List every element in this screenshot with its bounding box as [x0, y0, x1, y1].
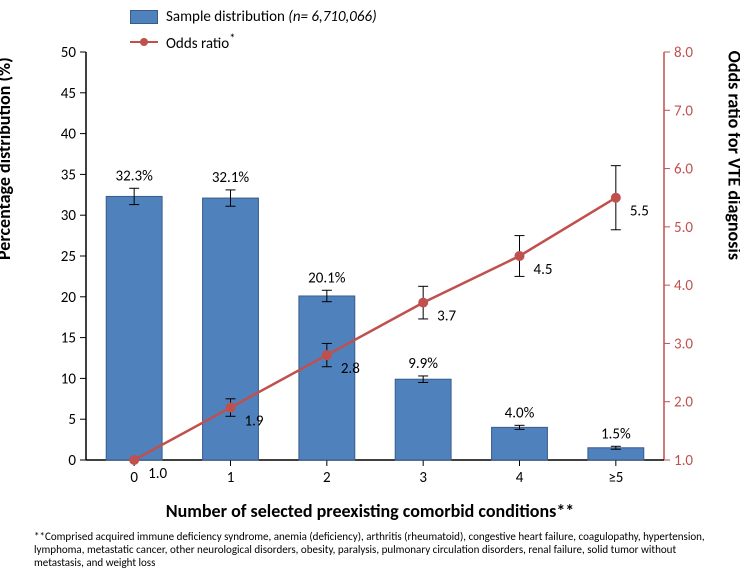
legend-line-sup: *: [229, 31, 235, 46]
svg-text:4.0: 4.0: [674, 277, 693, 295]
svg-text:7.0: 7.0: [674, 102, 693, 120]
svg-text:≥5: ≥5: [608, 469, 623, 487]
svg-text:1.0: 1.0: [674, 452, 693, 470]
chart-svg: 051015202530354045501.02.03.04.05.06.07.…: [0, 0, 740, 576]
svg-text:4.0%: 4.0%: [505, 404, 535, 422]
svg-text:1.0: 1.0: [148, 465, 167, 483]
svg-text:25: 25: [61, 248, 76, 266]
svg-text:35: 35: [61, 166, 76, 184]
svg-text:5.0: 5.0: [674, 219, 693, 237]
svg-text:40: 40: [61, 126, 77, 144]
y-left-axis-label: Percentage distribution (%): [0, 57, 15, 260]
legend-swatch-bar: [130, 10, 158, 24]
legend-line-dot: [140, 38, 148, 46]
svg-text:32.1%: 32.1%: [212, 169, 250, 187]
svg-text:0: 0: [130, 469, 138, 487]
svg-text:5: 5: [68, 411, 76, 429]
svg-text:15: 15: [61, 330, 76, 348]
svg-text:2: 2: [323, 469, 331, 487]
svg-text:50: 50: [61, 44, 77, 62]
legend-swatch-line: [130, 41, 158, 43]
svg-text:8.0: 8.0: [674, 44, 693, 62]
svg-text:4: 4: [516, 469, 524, 487]
svg-text:1: 1: [227, 469, 235, 487]
svg-text:4.5: 4.5: [534, 261, 553, 279]
legend-item-bars: Sample distribution (n= 6,710,066): [130, 6, 377, 28]
svg-text:0: 0: [68, 452, 76, 470]
svg-text:30: 30: [61, 207, 77, 225]
y-right-axis-label: Odds ratio for VTE diagnosis: [723, 51, 740, 260]
svg-text:5.5: 5.5: [630, 203, 649, 221]
svg-text:2.0: 2.0: [674, 394, 693, 412]
svg-text:20.1%: 20.1%: [308, 269, 346, 287]
svg-text:1.9: 1.9: [245, 413, 264, 431]
svg-text:3.0: 3.0: [674, 335, 693, 353]
svg-text:3: 3: [419, 469, 427, 487]
legend-item-line: Odds ratio*: [130, 28, 377, 55]
svg-text:2.8: 2.8: [341, 360, 360, 378]
chart-container: Sample distribution (n= 6,710,066) Odds …: [0, 0, 740, 576]
legend-line-label: Odds ratio: [166, 35, 229, 53]
svg-text:10: 10: [61, 370, 77, 388]
svg-text:3.7: 3.7: [437, 308, 456, 326]
x-axis-label: Number of selected preexisting comorbid …: [166, 500, 575, 522]
footnote: **Comprised acquired immune deficiency s…: [34, 530, 714, 569]
svg-text:6.0: 6.0: [674, 161, 693, 179]
svg-text:45: 45: [61, 85, 76, 103]
legend: Sample distribution (n= 6,710,066) Odds …: [130, 6, 377, 55]
svg-text:1.5%: 1.5%: [601, 425, 631, 443]
legend-bar-suffix: (n= 6,710,066): [288, 8, 376, 26]
svg-text:9.9%: 9.9%: [408, 355, 438, 373]
legend-bar-label: Sample distribution: [166, 8, 285, 26]
svg-text:20: 20: [61, 289, 77, 307]
svg-text:32.3%: 32.3%: [116, 167, 154, 185]
